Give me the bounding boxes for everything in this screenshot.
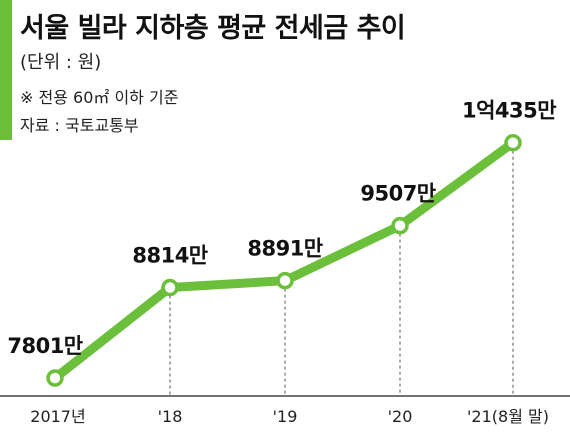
vertical-guide-lines [169, 150, 514, 396]
x-tick-label: 2017년 [30, 407, 85, 426]
data-point [391, 216, 409, 235]
x-tick-label: '20 [388, 407, 413, 426]
data-point [504, 133, 522, 152]
data-point [161, 278, 179, 297]
data-point [46, 369, 64, 387]
data-labels: 7801만 8814만 8891만 9507만 1억435만 [7, 99, 556, 358]
data-label: 1억435만 [462, 99, 556, 123]
x-tick-label: '19 [273, 407, 298, 426]
footnote: ※ 전용 60㎡ 이하 기준 [20, 88, 179, 107]
title-accent-bar [0, 0, 12, 140]
data-label: 8814만 [132, 244, 207, 268]
chart-header: 서울 빌라 지하층 평균 전세금 추이 (단위 : 원) ※ 전용 60㎡ 이하… [0, 0, 570, 140]
data-label: 9507만 [360, 182, 435, 206]
x-tick-label: '18 [158, 407, 183, 426]
data-label: 8891만 [247, 237, 322, 261]
data-point [276, 271, 294, 290]
chart-title: 서울 빌라 지하층 평균 전세금 추이 [20, 13, 406, 44]
unit-label: (단위 : 원) [20, 52, 102, 73]
x-tick-labels: 2017년 '18 '19 '20 '21(8월 말) [30, 407, 549, 426]
source-label: 자료 : 국토교통부 [20, 116, 139, 135]
data-label: 7801만 [7, 334, 82, 358]
data-markers [46, 133, 522, 387]
x-tick-label: '21(8월 말) [467, 407, 549, 426]
